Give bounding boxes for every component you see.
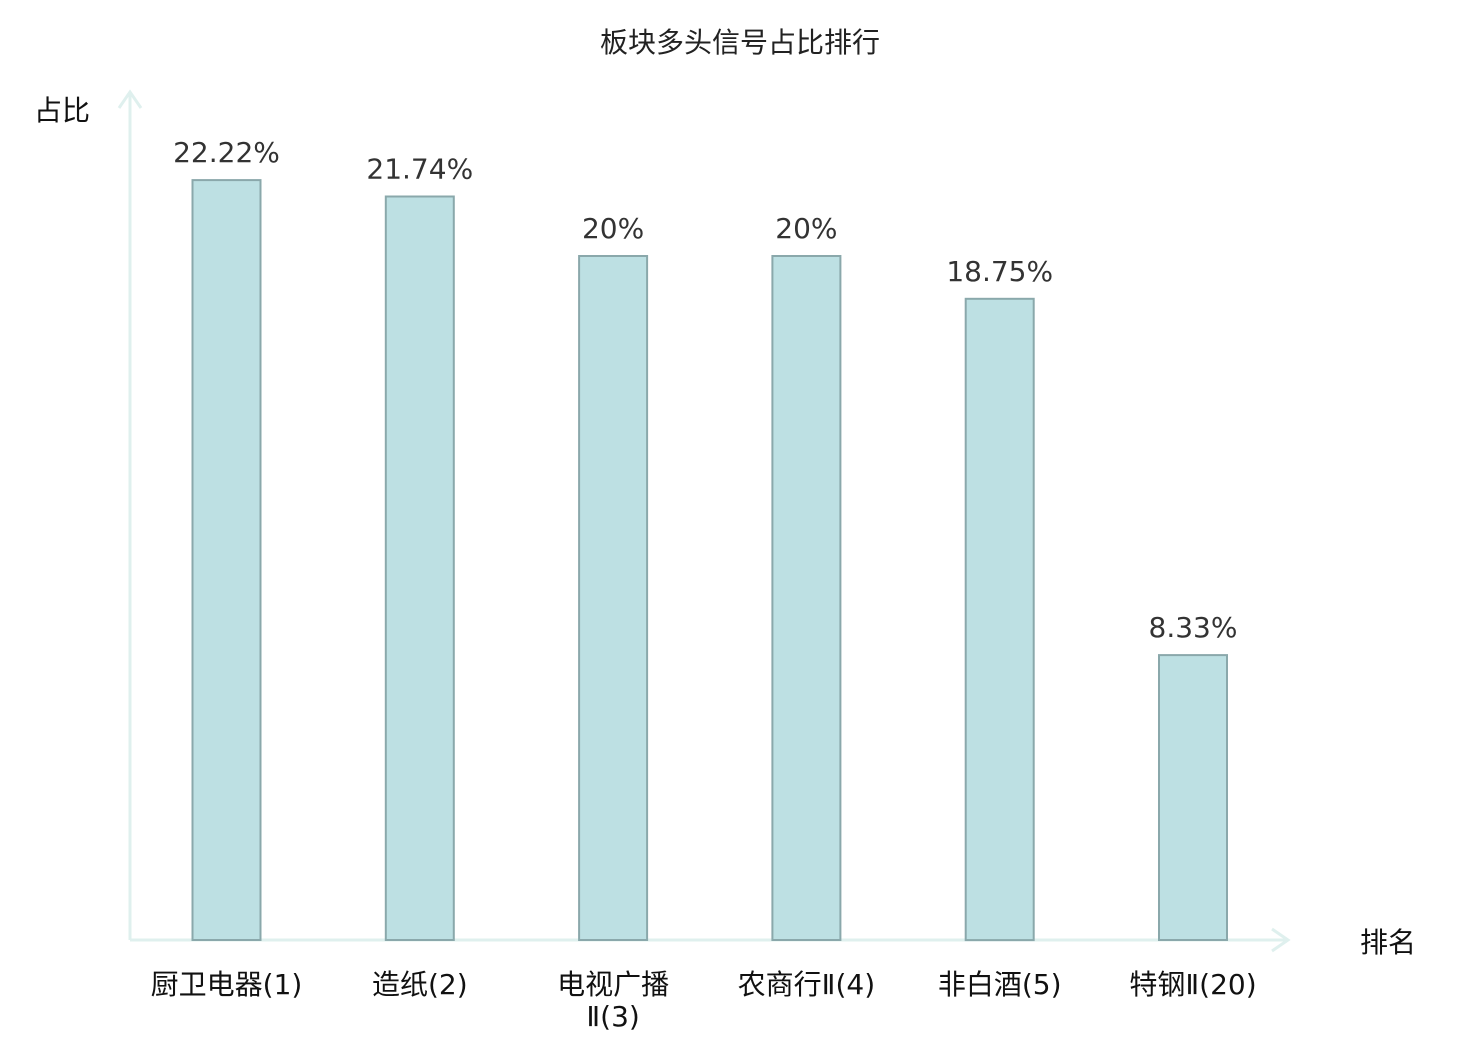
value-label-6: 8.33% bbox=[1149, 611, 1238, 644]
bar-1 bbox=[191, 179, 262, 942]
category-label-3-line-2: Ⅱ(3) bbox=[586, 1000, 639, 1033]
x-axis bbox=[130, 927, 1291, 953]
category-label-5: 非白酒(5) bbox=[938, 968, 1062, 1001]
category-label-3-line-1: 电视广播 bbox=[557, 968, 669, 1001]
value-label-5: 18.75% bbox=[946, 255, 1053, 288]
category-label-1: 厨卫电器(1) bbox=[151, 968, 303, 1001]
bars-group bbox=[191, 179, 1228, 942]
value-label-1: 22.22% bbox=[173, 136, 280, 169]
bar-4 bbox=[771, 255, 842, 941]
value-label-2: 21.74% bbox=[366, 153, 473, 186]
category-label-4: 农商行Ⅱ(4) bbox=[738, 968, 875, 1001]
bar-3 bbox=[578, 255, 649, 941]
y-axis bbox=[117, 89, 143, 940]
x-axis-label: 排名 bbox=[1360, 926, 1416, 959]
y-axis-label: 占比 bbox=[34, 94, 90, 127]
chart-title: 板块多头信号占比排行 bbox=[600, 26, 880, 59]
bar-5 bbox=[964, 297, 1035, 942]
value-label-4: 20% bbox=[775, 212, 837, 245]
category-label-6: 特钢Ⅱ(20) bbox=[1129, 968, 1256, 1001]
value-labels-group: 22.22% 21.74% 20% 20% 18.75% 8.33% bbox=[173, 136, 1237, 644]
bar-6 bbox=[1158, 654, 1228, 941]
bar-2 bbox=[384, 195, 455, 941]
category-label-2: 造纸(2) bbox=[372, 968, 468, 1001]
value-label-3: 20% bbox=[582, 212, 644, 245]
